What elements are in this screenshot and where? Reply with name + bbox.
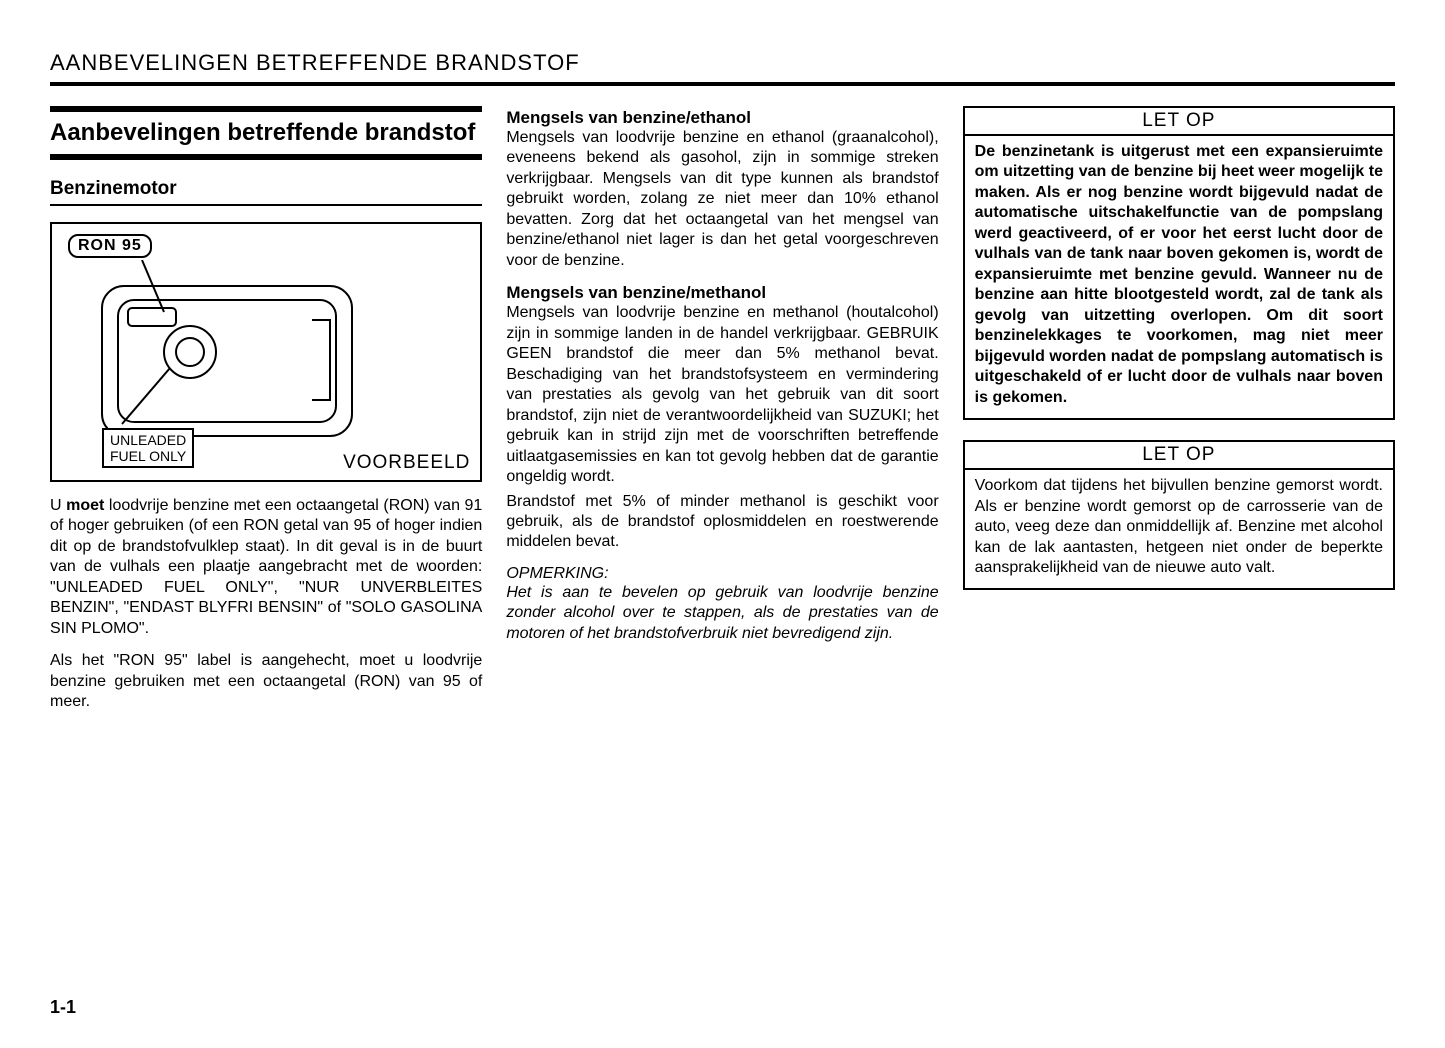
notice-1-title: LET OP [965, 108, 1393, 136]
unleaded-line-2: FUEL ONLY [110, 448, 186, 464]
notice-box-1: LET OP De benzinetank is uitgerust met e… [963, 106, 1395, 420]
p1-pre: U [50, 497, 66, 514]
col2-paragraph-1: Mengsels van loodvrije benzine en ethano… [506, 128, 938, 271]
page-number: 1-1 [50, 997, 76, 1018]
subsection-title: Benzinemotor [50, 178, 482, 200]
page-header: AANBEVELINGEN BETREFFENDE BRANDSTOF [50, 50, 1395, 76]
notice-2-title: LET OP [965, 442, 1393, 470]
p1-post: loodvrije benzine met een octaangetal (R… [50, 497, 482, 637]
col2-heading-1: Mengsels van benzine/ethanol [506, 108, 938, 128]
notice-box-2: LET OP Voorkom dat tijdens het bijvullen… [963, 440, 1395, 590]
content-columns: Aanbevelingen betreffende brandstof Benz… [50, 106, 1395, 725]
column-1: Aanbevelingen betreffende brandstof Benz… [50, 106, 482, 725]
subsection-rule [50, 204, 482, 206]
col2-heading-2: Mengsels van benzine/methanol [506, 283, 938, 303]
col1-paragraph-2: Als het "RON 95" label is aangehecht, mo… [50, 651, 482, 712]
p1-bold: moet [66, 497, 104, 514]
unleaded-line-1: UNLEADED [110, 432, 186, 448]
note-label: OPMERKING: [506, 565, 938, 583]
header-rule [50, 82, 1395, 86]
note-body: Het is aan te bevelen op gebruik van loo… [506, 583, 938, 644]
title-rule-top [50, 106, 482, 112]
col2-paragraph-2: Mengsels van loodvrije benzine en methan… [506, 303, 938, 487]
col1-paragraph-1: U moet loodvrije benzine met een octaang… [50, 496, 482, 639]
fuel-filler-illustration [72, 260, 392, 450]
col2-paragraph-3: Brandstof met 5% of minder methanol is g… [506, 492, 938, 553]
title-rule-bottom [50, 154, 482, 160]
column-3: LET OP De benzinetank is uitgerust met e… [963, 106, 1395, 725]
fuel-filler-figure: RON 95 UNLEADED FUEL ONLY VOORBEELD [50, 222, 482, 482]
section-title: Aanbevelingen betreffende brandstof [50, 118, 482, 148]
notice-2-body: Voorkom dat tijdens het bijvullen benzin… [965, 470, 1393, 588]
example-label: VOORBEELD [343, 452, 470, 474]
column-2: Mengsels van benzine/ethanol Mengsels va… [506, 106, 938, 725]
notice-1-body: De benzinetank is uitgerust met een expa… [965, 136, 1393, 418]
ron-95-label: RON 95 [68, 234, 152, 258]
unleaded-fuel-label: UNLEADED FUEL ONLY [102, 428, 194, 468]
